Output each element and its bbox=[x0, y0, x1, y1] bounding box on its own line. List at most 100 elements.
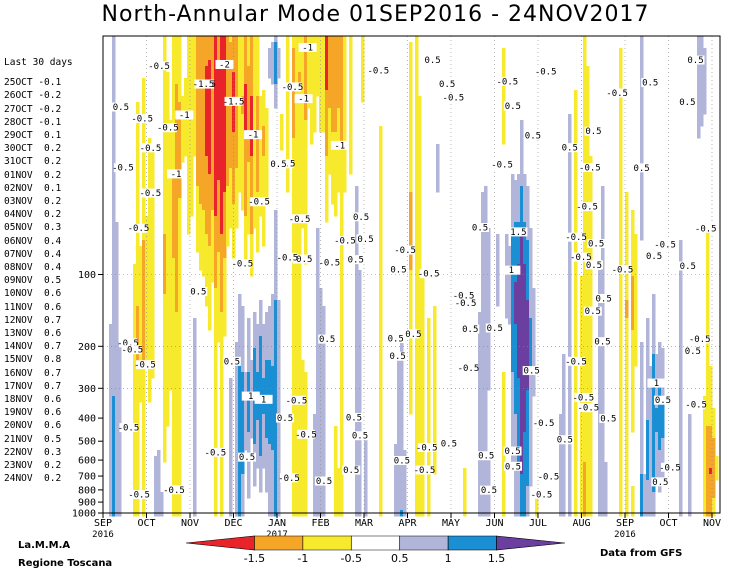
heatmap-cell bbox=[208, 120, 212, 127]
heatmap-cell bbox=[223, 270, 227, 277]
heatmap-cell bbox=[250, 222, 254, 229]
heatmap-cell bbox=[301, 198, 305, 205]
heatmap-cell bbox=[421, 342, 425, 349]
heatmap-cell bbox=[394, 504, 398, 511]
heatmap-cell bbox=[559, 468, 563, 475]
heatmap-cell bbox=[523, 186, 527, 193]
heatmap-cell bbox=[274, 414, 278, 421]
heatmap-cell bbox=[364, 438, 368, 445]
heatmap-cell bbox=[517, 372, 521, 379]
heatmap-cell bbox=[340, 162, 344, 169]
heatmap-cell bbox=[274, 480, 278, 487]
heatmap-cell bbox=[148, 174, 152, 181]
heatmap-cell bbox=[487, 498, 491, 505]
heatmap-cell bbox=[559, 492, 563, 499]
heatmap-cell bbox=[268, 318, 272, 325]
heatmap-cell bbox=[205, 210, 209, 217]
heatmap-cell bbox=[214, 102, 218, 109]
heatmap-cell bbox=[241, 54, 245, 61]
heatmap-cell bbox=[172, 96, 176, 103]
heatmap-cell bbox=[574, 168, 578, 175]
heatmap-cell bbox=[136, 474, 140, 481]
heatmap-cell bbox=[163, 138, 167, 145]
heatmap-cell bbox=[196, 102, 200, 109]
heatmap-cell bbox=[220, 192, 224, 199]
heatmap-cell bbox=[502, 420, 506, 427]
heatmap-cell bbox=[319, 486, 323, 493]
heatmap-cell bbox=[256, 426, 260, 433]
heatmap-cell bbox=[238, 132, 242, 139]
heatmap-cell bbox=[271, 498, 275, 505]
heatmap-cell bbox=[247, 342, 251, 349]
last-30-days-row: 22NOV 0.3 bbox=[4, 446, 62, 458]
heatmap-cell bbox=[529, 468, 533, 475]
heatmap-cell bbox=[187, 150, 191, 157]
heatmap-cell bbox=[178, 504, 182, 511]
heatmap-cell bbox=[484, 444, 488, 451]
heatmap-cell bbox=[295, 282, 299, 289]
heatmap-cell bbox=[247, 42, 251, 49]
heatmap-cell bbox=[580, 414, 584, 421]
heatmap-cell bbox=[337, 480, 341, 487]
heatmap-cell bbox=[238, 156, 242, 163]
heatmap-cell bbox=[280, 126, 284, 133]
heatmap-cell bbox=[148, 354, 152, 361]
heatmap-cell bbox=[316, 378, 320, 385]
heatmap-cell bbox=[583, 114, 587, 121]
heatmap-cell bbox=[142, 300, 146, 307]
heatmap-cell bbox=[208, 210, 212, 217]
heatmap-cell bbox=[301, 114, 305, 121]
heatmap-cell bbox=[526, 198, 530, 205]
heatmap-cell bbox=[487, 366, 491, 373]
heatmap-cell bbox=[190, 138, 194, 145]
heatmap-cell bbox=[529, 360, 533, 367]
heatmap-cell bbox=[427, 378, 431, 385]
heatmap-cell bbox=[265, 438, 269, 445]
heatmap-cell bbox=[415, 60, 419, 67]
heatmap-cell bbox=[235, 36, 239, 43]
heatmap-cell bbox=[574, 366, 578, 373]
heatmap-cell bbox=[526, 402, 530, 409]
heatmap-cell bbox=[196, 246, 200, 253]
heatmap-cell bbox=[148, 348, 152, 355]
heatmap-cell bbox=[175, 144, 179, 151]
heatmap-cell bbox=[259, 438, 263, 445]
heatmap-cell bbox=[151, 222, 155, 229]
heatmap-cell bbox=[229, 504, 233, 511]
heatmap-cell bbox=[301, 222, 305, 229]
heatmap-cell bbox=[529, 450, 533, 457]
heatmap-cell bbox=[145, 258, 149, 265]
heatmap-cell bbox=[178, 120, 182, 127]
heatmap-cell bbox=[112, 276, 116, 283]
heatmap-cell bbox=[247, 180, 251, 187]
heatmap-cell bbox=[265, 462, 269, 469]
heatmap-cell bbox=[298, 504, 302, 511]
heatmap-cell bbox=[403, 504, 407, 511]
heatmap-cell bbox=[220, 474, 224, 481]
last-30-days-row: 15NOV 0.8 bbox=[4, 354, 62, 366]
heatmap-cell bbox=[268, 366, 272, 373]
heatmap-cell bbox=[112, 468, 116, 475]
heatmap-cell bbox=[325, 114, 329, 121]
heatmap-cell bbox=[409, 408, 413, 415]
heatmap-cell bbox=[172, 360, 176, 367]
heatmap-cell bbox=[196, 36, 200, 43]
heatmap-cell bbox=[139, 396, 143, 403]
heatmap-cell bbox=[496, 240, 500, 247]
heatmap-cell bbox=[235, 132, 239, 139]
heatmap-cell bbox=[481, 204, 485, 211]
heatmap-cell bbox=[355, 372, 359, 379]
heatmap-cell bbox=[415, 324, 419, 331]
heatmap-cell bbox=[196, 186, 200, 193]
heatmap-cell bbox=[259, 342, 263, 349]
heatmap-cell bbox=[487, 234, 491, 241]
heatmap-cell bbox=[514, 342, 518, 349]
heatmap-cell bbox=[256, 354, 260, 361]
heatmap-cell bbox=[172, 432, 176, 439]
heatmap-cell bbox=[136, 162, 140, 169]
heatmap-cell bbox=[259, 120, 263, 127]
heatmap-cell bbox=[145, 306, 149, 313]
heatmap-cell bbox=[274, 306, 278, 313]
heatmap-cell bbox=[292, 138, 296, 145]
heatmap-cell bbox=[277, 354, 281, 361]
